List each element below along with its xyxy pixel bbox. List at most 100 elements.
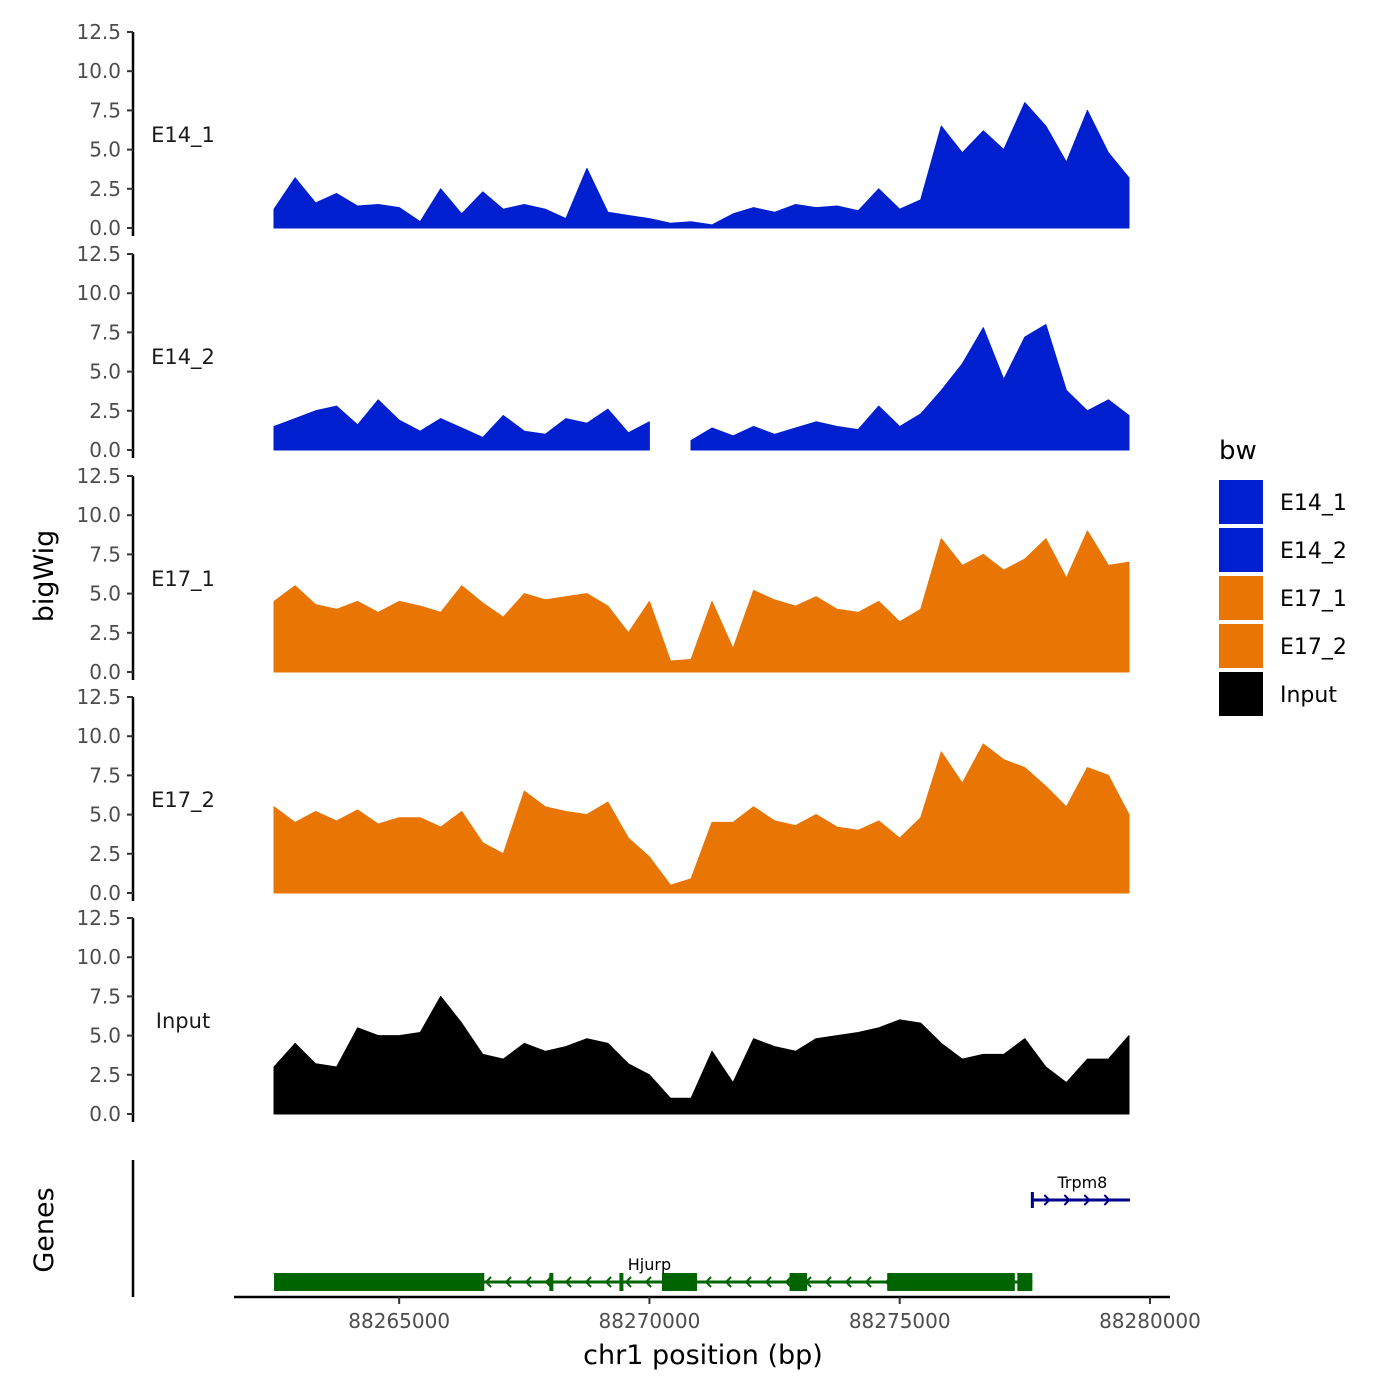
y-tick-label: 12.5 [76,464,121,488]
exon [661,1273,697,1291]
y-tick-label: 0.0 [89,438,121,462]
legend-label: E17_1 [1280,587,1347,612]
track-label: E14_1 [151,123,215,148]
x-axis: 88265000 88270000 88275000 88280000 [234,1295,1201,1333]
strand-arrow [844,1276,852,1288]
exon [619,1273,624,1291]
strand-arrow [724,1276,732,1288]
track-label: E17_1 [151,567,215,592]
coverage-area [273,995,1130,1115]
strand-arrow [1043,1194,1051,1206]
coverage-area [273,399,650,451]
y-tick-label: 2.5 [89,177,121,201]
y-tick-label: 2.5 [89,399,121,423]
gene-track: Hjurp Trpm8 [131,1160,1130,1297]
exon [887,1273,1015,1291]
x-tick-label: 88265000 [348,1309,450,1333]
legend-label: E14_2 [1280,539,1347,564]
strand-arrow [524,1276,532,1288]
y-tick-label: 0.0 [89,216,121,240]
y-tick-label: 10.0 [76,945,121,969]
panel-e14-1: 0.0 2.5 5.0 7.5 10.0 12.5 E14_1 [76,20,1130,240]
y-tick-label: 5.0 [89,1024,121,1048]
legend-label: E17_2 [1280,635,1347,660]
y-tick-label: 7.5 [89,984,121,1008]
exon [549,1273,554,1291]
y-tick-label: 7.5 [89,98,121,122]
strand-arrow [704,1276,712,1288]
y-tick-label: 2.5 [89,621,121,645]
panel-e17-2: 0.0 2.5 5.0 7.5 10.0 12.5 E17_2 [76,685,1130,905]
coverage-area [273,530,1130,673]
strand-arrow [744,1276,752,1288]
track-label: E14_2 [151,345,215,370]
strand-arrow [864,1276,872,1288]
strand-arrow [1083,1194,1091,1206]
panel-e17-1: 0.0 2.5 5.0 7.5 10.0 12.5 E17_1 [76,464,1130,684]
strand-arrow [824,1276,832,1288]
strand-arrow [584,1276,592,1288]
strand-arrow [1063,1194,1071,1206]
y-tick-label: 2.5 [89,842,121,866]
coverage-area [273,743,1130,894]
y-tick-label: 0.0 [89,881,121,905]
legend-title: bw [1219,436,1257,466]
gene-trpm8: Trpm8 [1030,1173,1130,1208]
legend-swatch [1219,480,1263,524]
y-tick-label: 7.5 [89,763,121,787]
exon [1017,1273,1033,1291]
legend: bw E14_1 E14_2 E17_1 E17_2 Input [1219,436,1347,716]
y-tick-label: 7.5 [89,320,121,344]
legend-swatch [1219,528,1263,572]
coverage-area [273,102,1130,229]
legend-label: Input [1280,683,1337,708]
x-axis-title: chr1 position (bp) [583,1340,823,1371]
y-tick-label: 12.5 [76,685,121,709]
y-tick-label: 0.0 [89,660,121,684]
strand-arrow [624,1276,632,1288]
strand-arrow [764,1276,772,1288]
legend-swatch [1219,576,1263,620]
legend-label: E14_1 [1280,491,1347,516]
track-label: Input [156,1009,210,1033]
strand-arrow [604,1276,612,1288]
x-tick-label: 88270000 [599,1309,701,1333]
y-tick-label: 12.5 [76,20,121,44]
strand-arrow [484,1276,492,1288]
y-tick-label: 7.5 [89,542,121,566]
y-tick-label: 0.0 [89,1102,121,1126]
y-tick-label: 10.0 [76,724,121,748]
y-tick-label: 5.0 [89,360,121,384]
strand-arrow [504,1276,512,1288]
gene-name-label: Hjurp [628,1255,671,1274]
y-tick-label: 2.5 [89,1063,121,1087]
strand-arrow [784,1276,792,1288]
strand-arrow [1103,1194,1111,1206]
y-tick-label: 5.0 [89,803,121,827]
track-label: E17_2 [151,788,215,813]
y-tick-label: 5.0 [89,138,121,162]
exon [789,1273,808,1291]
panel-input: 0.0 2.5 5.0 7.5 10.0 12.5 Input [76,906,1130,1126]
gene-hjurp: Hjurp [274,1255,1033,1291]
x-tick-label: 88275000 [849,1309,951,1333]
strand-arrow [564,1276,572,1288]
gene-name-label: Trpm8 [1056,1173,1107,1192]
legend-swatch [1219,624,1263,668]
y-axis-title: bigWig [29,530,60,623]
coverage-area [690,324,1130,451]
exon [274,1273,485,1291]
gene-track-title: Genes [29,1187,60,1272]
y-tick-label: 10.0 [76,281,121,305]
y-tick-label: 12.5 [76,906,121,930]
strand-arrow [644,1276,652,1288]
x-tick-label: 88280000 [1099,1309,1201,1333]
coverage-panels: 0.0 2.5 5.0 7.5 10.0 12.5 E14_1 0.0 2.5 5.0 7.5 10.… [76,20,1130,1126]
y-tick-label: 10.0 [76,503,121,527]
y-tick-label: 5.0 [89,582,121,606]
y-tick-label: 10.0 [76,59,121,83]
y-tick-label: 12.5 [76,242,121,266]
legend-swatch [1219,672,1263,716]
panel-e14-2: 0.0 2.5 5.0 7.5 10.0 12.5 E14_2 [76,242,1130,462]
